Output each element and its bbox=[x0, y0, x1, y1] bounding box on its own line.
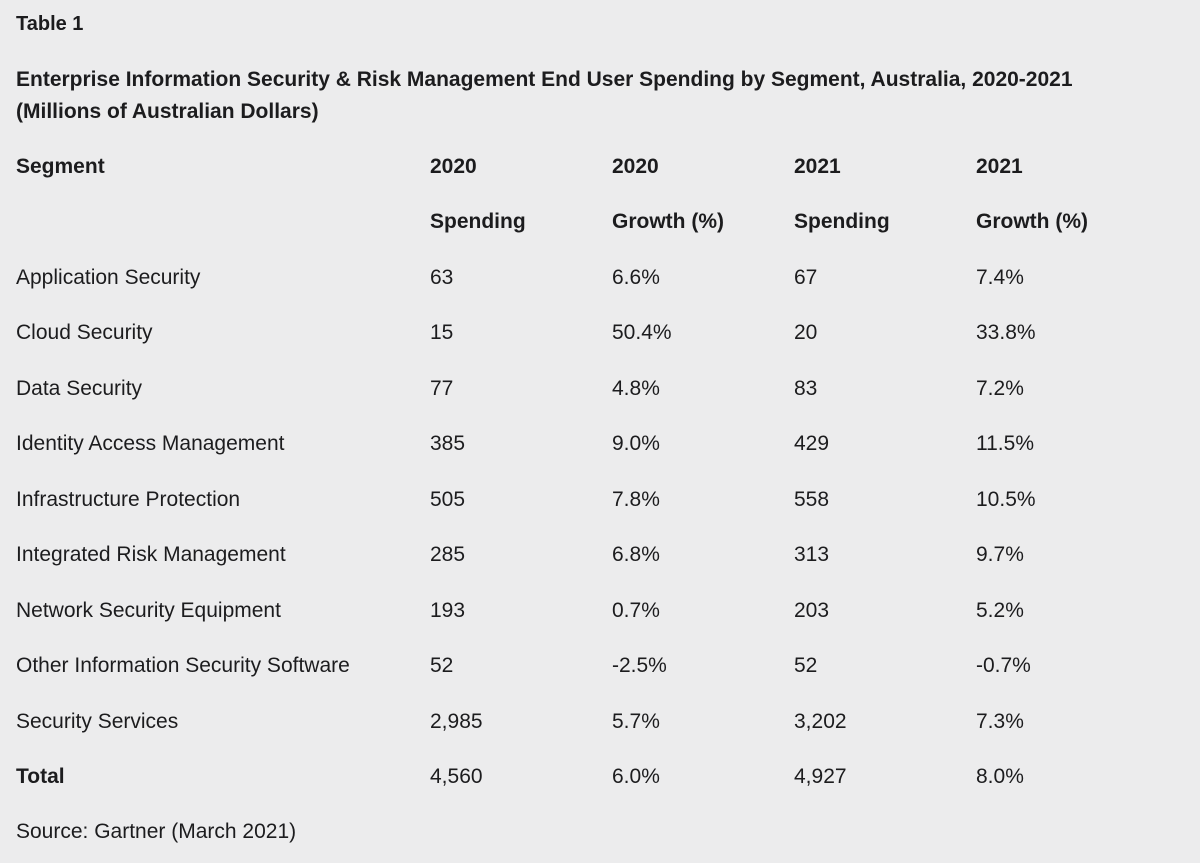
table-row: Cloud Security 15 50.4% 20 33.8% bbox=[16, 306, 1176, 362]
header-row-1: Segment 2020 2020 2021 2021 bbox=[16, 139, 1176, 195]
source-note: Source: Gartner (March 2021) bbox=[16, 820, 297, 843]
growth-2021-cell: 7.4% bbox=[976, 265, 1024, 289]
spending-2020-cell: 385 bbox=[430, 432, 466, 456]
spending-2021-cell: 203 bbox=[794, 598, 830, 622]
segment-cell: Network Security Equipment bbox=[16, 598, 281, 622]
spending-2020-cell: 285 bbox=[430, 543, 466, 567]
table-row: Integrated Risk Management 285 6.8% 313 … bbox=[16, 528, 1176, 584]
segment-cell: Other Information Security Software bbox=[16, 654, 350, 678]
header-2021-spending: Spending bbox=[794, 210, 890, 234]
growth-2021-cell: 11.5% bbox=[976, 432, 1034, 456]
segment-cell: Cloud Security bbox=[16, 321, 153, 345]
spending-2020-cell: 505 bbox=[430, 487, 466, 511]
growth-2021-cell: -0.7% bbox=[976, 654, 1031, 678]
table-row: Data Security 77 4.8% 83 7.2% bbox=[16, 361, 1176, 417]
header-2020-spending: Spending bbox=[430, 210, 526, 234]
spending-2020-cell: 15 bbox=[430, 321, 454, 345]
header-2021-growth-year: 2021 bbox=[976, 154, 1023, 178]
segment-cell: Infrastructure Protection bbox=[16, 487, 241, 511]
growth-2020-cell: 4.8% bbox=[612, 376, 660, 400]
spending-2021-cell: 83 bbox=[794, 376, 818, 400]
growth-2020-cell: 50.4% bbox=[612, 321, 672, 345]
total-spending-2021: 4,927 bbox=[794, 765, 847, 789]
segment-cell: Integrated Risk Management bbox=[16, 543, 286, 567]
table-row: Other Information Security Software 52 -… bbox=[16, 639, 1176, 695]
header-segment-sub bbox=[16, 195, 430, 251]
growth-2021-cell: 7.3% bbox=[976, 709, 1024, 733]
growth-2021-cell: 10.5% bbox=[976, 487, 1036, 511]
header-2020-growth: Growth (%) bbox=[612, 210, 724, 234]
header-segment: Segment bbox=[16, 154, 105, 178]
spending-2021-cell: 558 bbox=[794, 487, 830, 511]
table-row: Network Security Equipment 193 0.7% 203 … bbox=[16, 583, 1176, 639]
table-row: Identity Access Management 385 9.0% 429 … bbox=[16, 417, 1176, 473]
growth-2021-cell: 33.8% bbox=[976, 321, 1036, 345]
header-2021-growth: Growth (%) bbox=[976, 210, 1088, 234]
growth-2020-cell: 6.6% bbox=[612, 265, 660, 289]
growth-2021-cell: 7.2% bbox=[976, 376, 1024, 400]
spending-2020-cell: 52 bbox=[430, 654, 454, 678]
total-spending-2020: 4,560 bbox=[430, 765, 483, 789]
table-title-line-2: (Millions of Australian Dollars) bbox=[16, 100, 319, 123]
header-2020-growth-year: 2020 bbox=[612, 154, 659, 178]
spending-2021-cell: 3,202 bbox=[794, 709, 847, 733]
spending-2021-cell: 20 bbox=[794, 321, 818, 345]
total-growth-2021: 8.0% bbox=[976, 765, 1024, 789]
spending-2020-cell: 2,985 bbox=[430, 709, 483, 733]
growth-2020-cell: 6.8% bbox=[612, 543, 660, 567]
spending-2021-cell: 313 bbox=[794, 543, 830, 567]
spending-2020-cell: 77 bbox=[430, 376, 454, 400]
total-row: Total 4,560 6.0% 4,927 8.0% bbox=[16, 750, 1176, 806]
spending-table: Segment 2020 2020 2021 2021 Spending Gro… bbox=[16, 139, 1176, 805]
spending-2020-cell: 193 bbox=[430, 598, 466, 622]
growth-2020-cell: 7.8% bbox=[612, 487, 660, 511]
growth-2020-cell: 5.7% bbox=[612, 709, 660, 733]
growth-2021-cell: 9.7% bbox=[976, 543, 1024, 567]
spending-2021-cell: 67 bbox=[794, 265, 818, 289]
table-row: Security Services 2,985 5.7% 3,202 7.3% bbox=[16, 694, 1176, 750]
segment-cell: Identity Access Management bbox=[16, 432, 285, 456]
table-label: Table 1 bbox=[16, 13, 84, 35]
header-2021-spending-year: 2021 bbox=[794, 154, 841, 178]
segment-cell: Security Services bbox=[16, 709, 179, 733]
total-growth-2020: 6.0% bbox=[612, 765, 660, 789]
table-row: Application Security 63 6.6% 67 7.4% bbox=[16, 250, 1176, 306]
growth-2020-cell: 9.0% bbox=[612, 432, 660, 456]
spending-2021-cell: 52 bbox=[794, 654, 818, 678]
header-row-2: Spending Growth (%) Spending Growth (%) bbox=[16, 195, 1176, 251]
total-label: Total bbox=[16, 765, 65, 789]
table-title-line-1: Enterprise Information Security & Risk M… bbox=[16, 68, 1073, 91]
header-2020-spending-year: 2020 bbox=[430, 154, 477, 178]
growth-2021-cell: 5.2% bbox=[976, 598, 1024, 622]
growth-2020-cell: -2.5% bbox=[612, 654, 667, 678]
table-header: Segment 2020 2020 2021 2021 Spending Gro… bbox=[16, 139, 1176, 250]
table-body: Application Security 63 6.6% 67 7.4% Clo… bbox=[16, 250, 1176, 805]
table-title: Enterprise Information Security & Risk M… bbox=[16, 64, 1186, 128]
growth-2020-cell: 0.7% bbox=[612, 598, 660, 622]
segment-cell: Application Security bbox=[16, 265, 201, 289]
segment-cell: Data Security bbox=[16, 376, 143, 400]
spending-2021-cell: 429 bbox=[794, 432, 830, 456]
table-row: Infrastructure Protection 505 7.8% 558 1… bbox=[16, 472, 1176, 528]
spending-2020-cell: 63 bbox=[430, 265, 454, 289]
